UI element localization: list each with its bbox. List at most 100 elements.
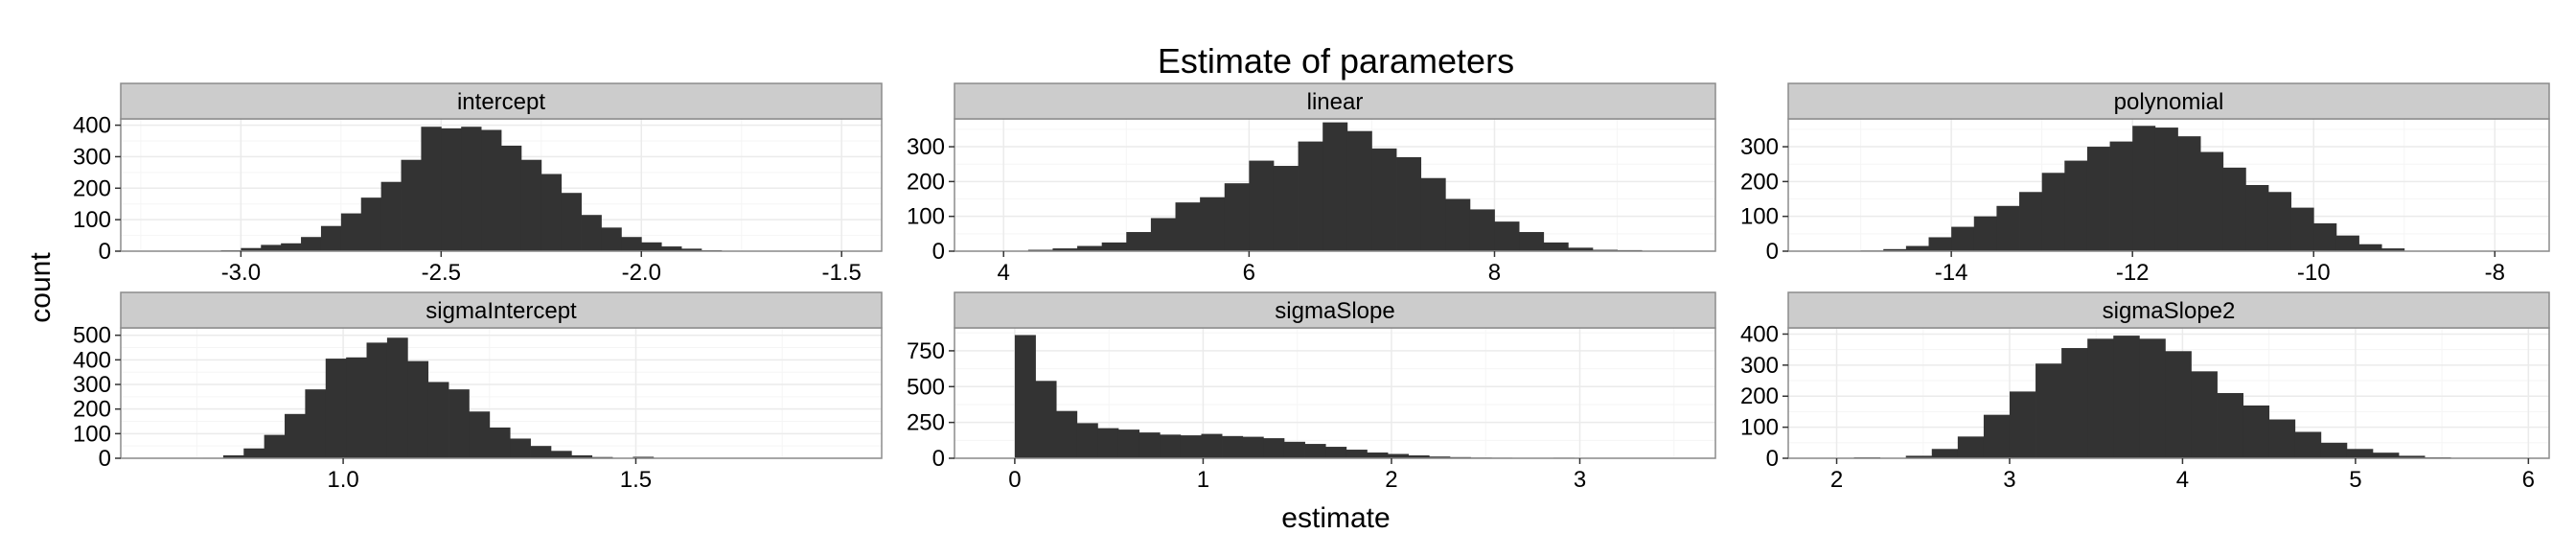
- histogram-bar: [387, 337, 408, 458]
- histogram-bar: [562, 193, 582, 251]
- x-tick-label: 0: [1008, 467, 1021, 493]
- y-tick-label: 500: [73, 323, 111, 349]
- histogram-bar: [1201, 434, 1222, 458]
- histogram-bar: [261, 244, 281, 251]
- histogram-bar: [2061, 348, 2087, 458]
- histogram-bar: [501, 146, 521, 251]
- y-tick-label: 400: [1740, 321, 1779, 347]
- x-tick-label: 5: [2349, 467, 2361, 493]
- y-tick-label: 400: [73, 347, 111, 373]
- x-tick-label: 4: [2176, 467, 2189, 493]
- histogram-bar: [2218, 393, 2243, 458]
- x-tick-label: 1.5: [620, 467, 652, 493]
- y-tick-label: 100: [73, 207, 111, 233]
- histogram-bar: [2139, 338, 2165, 458]
- histogram-bar: [2245, 185, 2268, 251]
- histogram-bar: [326, 359, 347, 458]
- histogram-bar: [541, 174, 562, 252]
- histogram-bar: [1274, 166, 1299, 251]
- histogram-bar: [641, 243, 661, 251]
- histogram-bar: [1249, 161, 1274, 251]
- histogram-bar: [521, 160, 541, 251]
- histogram-bar: [1421, 178, 1446, 251]
- histogram-bar: [1470, 209, 1495, 251]
- y-tick-label: 0: [1766, 239, 1779, 265]
- histogram-bar: [1367, 453, 1388, 458]
- histogram-bar: [1494, 221, 1519, 251]
- y-tick-label: 0: [932, 446, 945, 472]
- histogram-bar: [1243, 437, 1264, 458]
- histogram-bar: [1346, 450, 1368, 458]
- histogram-bar: [346, 358, 367, 458]
- histogram-bar: [2113, 336, 2139, 458]
- histogram-bar: [285, 414, 306, 458]
- histogram-bar: [2291, 208, 2314, 251]
- histogram-bar: [381, 182, 402, 251]
- histogram-bar: [441, 128, 461, 251]
- histogram-bar: [281, 244, 301, 251]
- histogram-bar: [601, 227, 621, 251]
- y-tick-label: 200: [1740, 383, 1779, 409]
- y-tick-label: 300: [73, 372, 111, 398]
- y-tick-label: 500: [907, 374, 945, 400]
- histogram-bar: [1519, 232, 1544, 251]
- histogram-bar: [2064, 161, 2087, 251]
- y-tick-label: 300: [907, 134, 945, 160]
- histogram-bar: [1445, 199, 1470, 251]
- facet-strip-label: intercept: [457, 89, 545, 115]
- x-tick-label: 6: [2522, 467, 2535, 493]
- y-tick-label: 300: [1740, 134, 1779, 160]
- x-tick-label: 2: [1830, 467, 1843, 493]
- histogram-bar: [1906, 246, 1929, 251]
- histogram-bar: [361, 197, 381, 251]
- x-tick-label: -14: [1935, 260, 1968, 286]
- x-axis-title: estimate: [1281, 502, 1390, 534]
- histogram-bar: [551, 451, 572, 458]
- histogram-bar: [2010, 391, 2036, 458]
- x-tick-label: 2: [1385, 467, 1397, 493]
- histogram-bar: [367, 342, 388, 458]
- histogram-bar: [461, 127, 481, 251]
- histogram-bar: [2200, 152, 2223, 252]
- facet-strip-label: sigmaSlope2: [2103, 298, 2236, 324]
- histogram-bar: [490, 428, 511, 458]
- y-tick-label: 0: [1766, 446, 1779, 472]
- histogram-bar: [1932, 449, 1958, 458]
- x-tick-label: -1.5: [822, 260, 862, 286]
- x-tick-label: 4: [998, 260, 1010, 286]
- histogram-bar: [1299, 142, 1323, 251]
- histogram-bar: [2087, 147, 2110, 251]
- histogram-bar: [428, 382, 449, 458]
- y-tick-label: 200: [73, 175, 111, 201]
- y-tick-label: 0: [99, 446, 111, 472]
- histogram-bar: [1284, 442, 1305, 458]
- y-tick-label: 250: [907, 410, 945, 436]
- histogram-bar: [1371, 149, 1396, 251]
- histogram-bar: [510, 438, 531, 458]
- histogram-bar: [1015, 335, 1036, 458]
- histogram-bar: [2132, 126, 2155, 251]
- histogram-bar: [1222, 436, 1243, 458]
- histogram-bar: [1305, 444, 1326, 458]
- histogram-bar: [1984, 415, 2010, 458]
- histogram-bar: [1160, 434, 1181, 458]
- histogram-bar: [402, 160, 422, 251]
- y-tick-label: 100: [1740, 204, 1779, 230]
- x-tick-label: -8: [2485, 260, 2505, 286]
- y-tick-label: 200: [73, 397, 111, 423]
- histogram-bar: [2269, 420, 2295, 458]
- histogram-bar: [2110, 142, 2133, 251]
- y-tick-label: 200: [907, 169, 945, 195]
- facet-strip-label: polynomial: [2114, 89, 2224, 115]
- histogram-bar: [2295, 431, 2321, 458]
- y-tick-label: 750: [907, 338, 945, 364]
- histogram-bar: [582, 215, 602, 251]
- histogram-bar: [1126, 232, 1151, 251]
- histogram-bar: [243, 449, 264, 458]
- x-tick-label: -12: [2116, 260, 2150, 286]
- x-tick-label: 1.0: [327, 467, 358, 493]
- histogram-bar: [2313, 223, 2336, 251]
- histogram-bar: [305, 389, 326, 458]
- histogram-bar: [1077, 246, 1102, 251]
- histogram-bar: [301, 237, 321, 251]
